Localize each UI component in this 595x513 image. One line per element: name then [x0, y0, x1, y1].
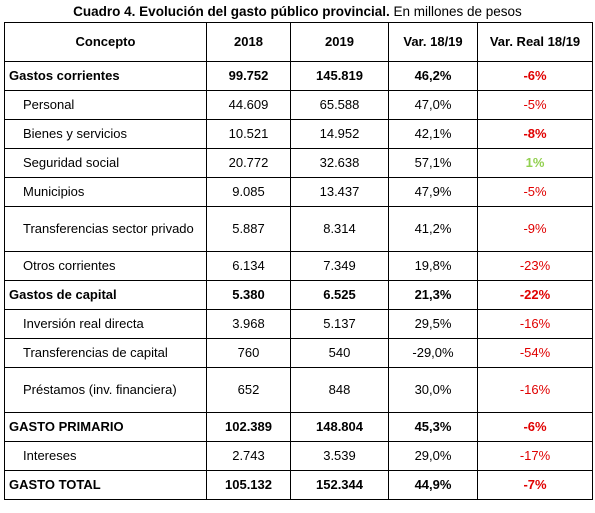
cell: -16%: [477, 367, 593, 413]
cell: 7.349: [290, 251, 389, 281]
cell: 10.521: [206, 119, 291, 149]
row-label: Préstamos (inv. financiera): [4, 367, 207, 413]
table-row: GASTO TOTAL 105.132 152.344 44,9% -7%: [4, 470, 593, 500]
table-row: Transferencias sector privado 5.887 8.314 4…: [4, 206, 593, 252]
cell: 47,9%: [388, 177, 478, 207]
header-cell: Var. Real 18/19: [477, 22, 593, 62]
header-cell: Concepto: [4, 22, 207, 62]
header-cell: 2018: [206, 22, 291, 62]
cell: 14.952: [290, 119, 389, 149]
cell: 21,3%: [388, 280, 478, 310]
row-label: Municipios: [4, 177, 207, 207]
cell: -17%: [477, 441, 593, 471]
header-cell: Var. 18/19: [388, 22, 478, 62]
table-row: Personal 44.609 65.588 47,0% -5%: [4, 90, 593, 120]
row-label: Gastos de capital: [4, 280, 207, 310]
cell: -29,0%: [388, 338, 478, 368]
cell: 102.389: [206, 412, 291, 442]
cell: 19,8%: [388, 251, 478, 281]
cell: -54%: [477, 338, 593, 368]
row-label: Gastos corrientes: [4, 61, 207, 91]
row-label: Bienes y servicios: [4, 119, 207, 149]
cell: 148.804: [290, 412, 389, 442]
table-row: Municipios 9.085 13.437 47,9% -5%: [4, 177, 593, 207]
cell: 20.772: [206, 148, 291, 178]
row-label: GASTO TOTAL: [4, 470, 207, 500]
row-label: Intereses: [4, 441, 207, 471]
table-row: Inversión real directa 3.968 5.137 29,5% -16…: [4, 309, 593, 339]
table-row: Gastos de capital 5.380 6.525 21,3% -22%: [4, 280, 593, 310]
cell: 99.752: [206, 61, 291, 91]
cell: -5%: [477, 90, 593, 120]
cell: 13.437: [290, 177, 389, 207]
cell: 3.539: [290, 441, 389, 471]
cell: 29,5%: [388, 309, 478, 339]
row-label: Transferencias sector privado: [4, 206, 207, 252]
cell: 105.132: [206, 470, 291, 500]
table-row: Intereses 2.743 3.539 29,0% -17%: [4, 441, 593, 471]
cell: 57,1%: [388, 148, 478, 178]
row-label: Seguridad social: [4, 148, 207, 178]
table-row: Otros corrientes 6.134 7.349 19,8% -23%: [4, 251, 593, 281]
cell: 6.134: [206, 251, 291, 281]
row-label: Otros corrientes: [4, 251, 207, 281]
cell: 152.344: [290, 470, 389, 500]
cell: 29,0%: [388, 441, 478, 471]
row-label: Personal: [4, 90, 207, 120]
cell: 8.314: [290, 206, 389, 252]
cell: 2.743: [206, 441, 291, 471]
cell: -16%: [477, 309, 593, 339]
cell: 30,0%: [388, 367, 478, 413]
cell: -6%: [477, 61, 593, 91]
cell: 5.137: [290, 309, 389, 339]
cell: -22%: [477, 280, 593, 310]
cell: -23%: [477, 251, 593, 281]
cell: 45,3%: [388, 412, 478, 442]
table-row: Transferencias de capital 760 540 -29,0% -54…: [4, 338, 593, 368]
cell: 65.588: [290, 90, 389, 120]
cell: 47,0%: [388, 90, 478, 120]
table-body: Gastos corrientes 99.752 145.819 46,2% -6% Pe…: [4, 61, 593, 500]
cell: 6.525: [290, 280, 389, 310]
table-title: Cuadro 4. Evolución del gasto público pr…: [0, 4, 595, 19]
cell: 46,2%: [388, 61, 478, 91]
row-label: Inversión real directa: [4, 309, 207, 339]
cell: 5.887: [206, 206, 291, 252]
cell: -5%: [477, 177, 593, 207]
cell: -7%: [477, 470, 593, 500]
cell: 42,1%: [388, 119, 478, 149]
table-row: Gastos corrientes 99.752 145.819 46,2% -6%: [4, 61, 593, 91]
table-row: Bienes y servicios 10.521 14.952 42,1% -8%: [4, 119, 593, 149]
title-main: Cuadro 4. Evolución del gasto público pr…: [73, 4, 390, 19]
cell: 540: [290, 338, 389, 368]
header-row: Concepto 2018 2019 Var. 18/19 Var. Real 18/1…: [4, 22, 593, 62]
cell: 652: [206, 367, 291, 413]
cell: 32.638: [290, 148, 389, 178]
data-table: Concepto 2018 2019 Var. 18/19 Var. Real 18/1…: [4, 22, 593, 500]
cell: 44.609: [206, 90, 291, 120]
header-cell: 2019: [290, 22, 389, 62]
cell: 760: [206, 338, 291, 368]
cell: -6%: [477, 412, 593, 442]
cell: 41,2%: [388, 206, 478, 252]
cell: 5.380: [206, 280, 291, 310]
cell: -9%: [477, 206, 593, 252]
cell: 9.085: [206, 177, 291, 207]
cell: 145.819: [290, 61, 389, 91]
table-row: Préstamos (inv. financiera) 652 848 30,0% -1…: [4, 367, 593, 413]
row-label: Transferencias de capital: [4, 338, 207, 368]
table-row: GASTO PRIMARIO 102.389 148.804 45,3% -6%: [4, 412, 593, 442]
title-note: En millones de pesos: [393, 4, 522, 19]
cell: 1%: [477, 148, 593, 178]
cell: 848: [290, 367, 389, 413]
cell: 3.968: [206, 309, 291, 339]
cell: 44,9%: [388, 470, 478, 500]
cell: -8%: [477, 119, 593, 149]
table-row: Seguridad social 20.772 32.638 57,1% 1%: [4, 148, 593, 178]
row-label: GASTO PRIMARIO: [4, 412, 207, 442]
